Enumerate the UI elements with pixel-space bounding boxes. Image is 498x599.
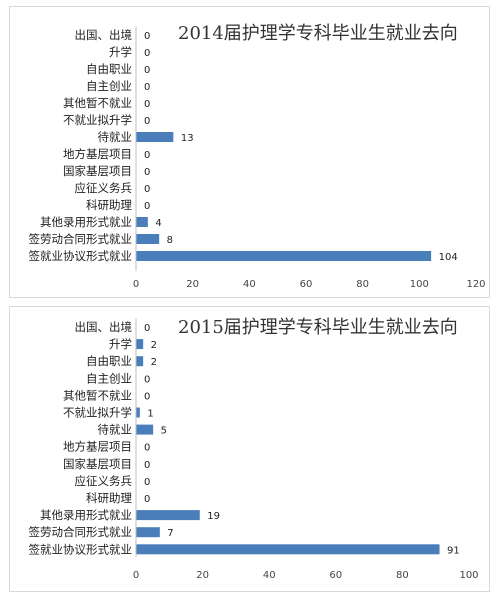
bar <box>136 234 160 244</box>
category-label: 签就业协议形式就业 <box>29 249 133 263</box>
bar <box>136 407 140 418</box>
value-label: 0 <box>144 82 150 93</box>
value-label: 0 <box>144 167 150 178</box>
bar <box>136 132 174 142</box>
value-label: 19 <box>207 511 220 522</box>
value-label: 0 <box>144 116 150 127</box>
value-label: 2 <box>151 340 157 351</box>
value-label: 0 <box>144 31 150 42</box>
bar <box>136 544 440 555</box>
x-tick-label: 20 <box>186 279 199 290</box>
x-tick-label: 120 <box>466 279 485 290</box>
bar <box>136 339 144 350</box>
x-tick-label: 80 <box>396 570 409 581</box>
value-label: 8 <box>167 235 173 246</box>
x-tick-label: 0 <box>133 279 139 290</box>
category-label: 国家基层项目 <box>63 164 132 178</box>
chart-title: 2014届护理学专科毕业生就业去向 <box>178 23 458 44</box>
value-label: 0 <box>144 65 150 76</box>
value-label: 0 <box>144 201 150 212</box>
bar <box>136 356 144 367</box>
category-label: 签劳动合同形式就业 <box>29 525 133 539</box>
category-label: 其他录用形式就业 <box>40 508 132 522</box>
chart-2014-svg: 2014届护理学专科毕业生就业去向 出国、出境 0 升学 0 自由职业 0 自主创业 0 其他暂不… <box>29 23 486 290</box>
category-label: 其他录用形式就业 <box>40 215 132 229</box>
x-tick-label: 60 <box>300 279 313 290</box>
x-tick-label: 100 <box>459 570 478 581</box>
category-label: 不就业拟升学 <box>63 113 132 127</box>
x-tick-label: 60 <box>329 570 342 581</box>
bar <box>136 251 432 261</box>
category-label: 升学 <box>109 337 132 351</box>
value-label: 0 <box>144 443 150 454</box>
category-label: 地方基层项目 <box>63 440 132 454</box>
category-label: 自主创业 <box>86 371 132 385</box>
x-tick-label: 100 <box>410 279 429 290</box>
category-label: 应征义务兵 <box>75 474 133 488</box>
value-label: 2 <box>151 357 157 368</box>
chart-2015-svg: 2015届护理学专科毕业生就业去向 出国、出境 0 升学 2 自由职业 2 自主创业 0 其他暂不… <box>29 317 479 581</box>
value-label: 1 <box>147 409 153 420</box>
category-label: 待就业 <box>98 423 133 437</box>
category-label: 地方基层项目 <box>63 147 132 161</box>
value-label: 0 <box>144 494 150 505</box>
value-label: 0 <box>144 99 150 110</box>
value-label: 0 <box>144 460 150 471</box>
category-label: 应征义务兵 <box>75 181 133 195</box>
bar <box>136 510 200 521</box>
x-tick-label: 40 <box>243 279 256 290</box>
value-label: 7 <box>167 528 173 539</box>
value-label: 4 <box>155 218 161 229</box>
category-label: 待就业 <box>98 130 133 144</box>
bar <box>136 217 148 227</box>
category-label: 其他暂不就业 <box>63 96 132 110</box>
category-label: 科研助理 <box>86 198 132 212</box>
category-label: 签劳动合同形式就业 <box>29 232 133 246</box>
category-label: 科研助理 <box>86 491 132 505</box>
category-label: 其他暂不就业 <box>63 388 132 402</box>
category-label: 升学 <box>109 45 132 59</box>
value-label: 104 <box>439 252 458 263</box>
value-label: 5 <box>161 426 167 437</box>
value-label: 0 <box>144 477 150 488</box>
value-label: 0 <box>144 374 150 385</box>
category-label: 自由职业 <box>86 354 132 368</box>
category-label: 出国、出境 <box>75 28 133 42</box>
chart-2015: 2015届护理学专科毕业生就业去向 出国、出境 0 升学 2 自由职业 2 自主创业 0 其他暂不… <box>9 306 490 592</box>
chart-2014: 2014届护理学专科毕业生就业去向 出国、出境 0 升学 0 自由职业 0 自主创业 0 其他暂不… <box>9 6 490 298</box>
x-tick-label: 80 <box>356 279 369 290</box>
value-label: 91 <box>447 545 460 556</box>
category-label: 自由职业 <box>86 62 132 76</box>
bar <box>136 424 154 435</box>
category-label: 国家基层项目 <box>63 457 132 471</box>
value-label: 13 <box>181 133 194 144</box>
value-label: 0 <box>144 150 150 161</box>
bar <box>136 527 160 538</box>
value-label: 0 <box>144 391 150 402</box>
category-label: 出国、出境 <box>75 320 133 334</box>
category-label: 自主创业 <box>86 79 132 93</box>
value-label: 0 <box>144 48 150 59</box>
value-label: 0 <box>144 184 150 195</box>
category-label: 签就业协议形式就业 <box>29 542 133 556</box>
value-label: 0 <box>144 323 150 334</box>
x-tick-label: 40 <box>263 570 276 581</box>
category-label: 不就业拟升学 <box>63 406 132 420</box>
chart-title: 2015届护理学专科毕业生就业去向 <box>178 317 458 338</box>
x-tick-label: 20 <box>196 570 209 581</box>
x-tick-label: 0 <box>133 570 139 581</box>
